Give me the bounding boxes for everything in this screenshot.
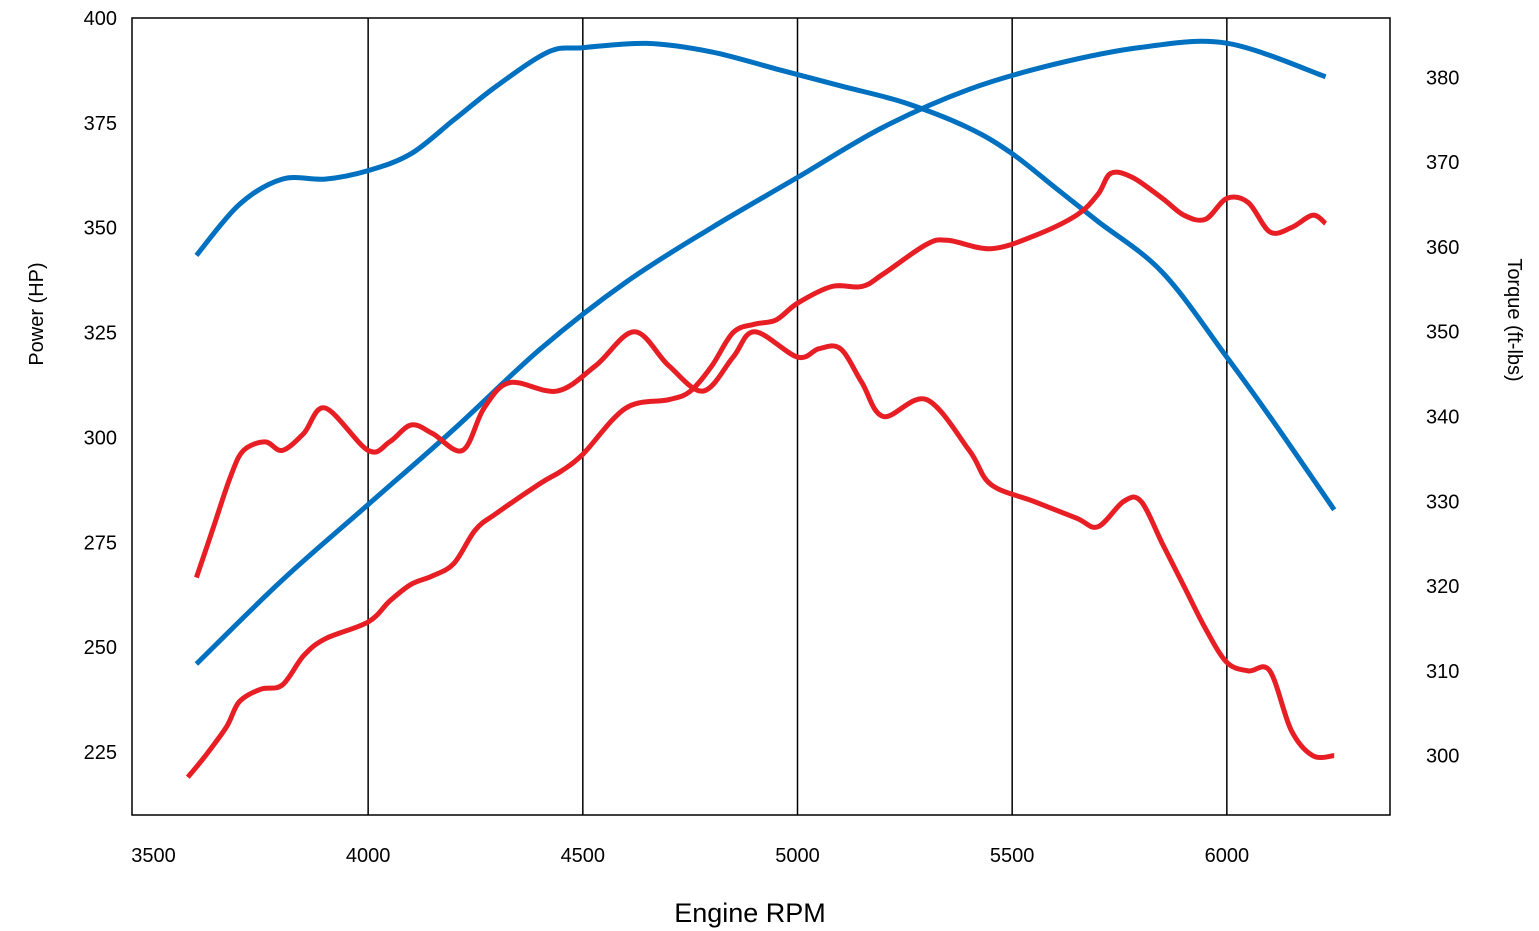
left-y-tick-label: 275 bbox=[84, 532, 117, 554]
right-y-tick-label: 310 bbox=[1426, 661, 1459, 683]
x-tick-label: 5000 bbox=[775, 845, 820, 867]
x-tick-label: 6000 bbox=[1205, 845, 1250, 867]
series-line-1 bbox=[194, 38, 1327, 666]
right-y-tick-label: 350 bbox=[1426, 322, 1459, 344]
right-y-tick-label: 380 bbox=[1426, 67, 1459, 89]
series-line-3 bbox=[185, 169, 1328, 779]
x-axis-title: Engine RPM bbox=[674, 898, 826, 928]
x-tick-label: 4000 bbox=[346, 845, 391, 867]
right-y-tick-label: 340 bbox=[1426, 407, 1459, 429]
left-y-tick-label: 375 bbox=[84, 113, 117, 135]
x-tick-label: 5500 bbox=[990, 845, 1035, 867]
left-y-tick-label: 225 bbox=[84, 742, 117, 764]
left-y-tick-label: 350 bbox=[84, 218, 117, 240]
right-y-tick-label: 360 bbox=[1426, 237, 1459, 259]
x-tick-label: 3500 bbox=[131, 845, 176, 867]
right-y-tick-label: 320 bbox=[1426, 576, 1459, 598]
x-axis-tick-labels: 3500 4000 4500 5000 5500 6000 bbox=[131, 845, 1249, 867]
x-tick-label: 4500 bbox=[561, 845, 606, 867]
plot-area-frame bbox=[131, 17, 1391, 816]
series-lines bbox=[185, 38, 1337, 779]
left-y-tick-label: 250 bbox=[84, 637, 117, 659]
series-line-4 bbox=[194, 329, 1335, 760]
right-axis-title: Torque (ft-lbs) bbox=[1503, 258, 1525, 381]
right-axis-tick-labels: 300 310 320 330 340 350 360 370 380 bbox=[1426, 67, 1459, 767]
gridlines bbox=[367, 18, 1228, 815]
left-axis-title: Power (HP) bbox=[26, 262, 48, 365]
right-y-tick-label: 300 bbox=[1426, 746, 1459, 768]
left-y-tick-label: 400 bbox=[84, 8, 117, 30]
right-y-tick-label: 370 bbox=[1426, 152, 1459, 174]
left-y-tick-label: 325 bbox=[84, 323, 117, 345]
left-axis-tick-labels: 225 250 275 300 325 350 375 400 bbox=[84, 8, 117, 764]
series-line-2 bbox=[194, 40, 1337, 512]
left-y-tick-label: 300 bbox=[84, 427, 117, 449]
right-y-tick-label: 330 bbox=[1426, 491, 1459, 513]
